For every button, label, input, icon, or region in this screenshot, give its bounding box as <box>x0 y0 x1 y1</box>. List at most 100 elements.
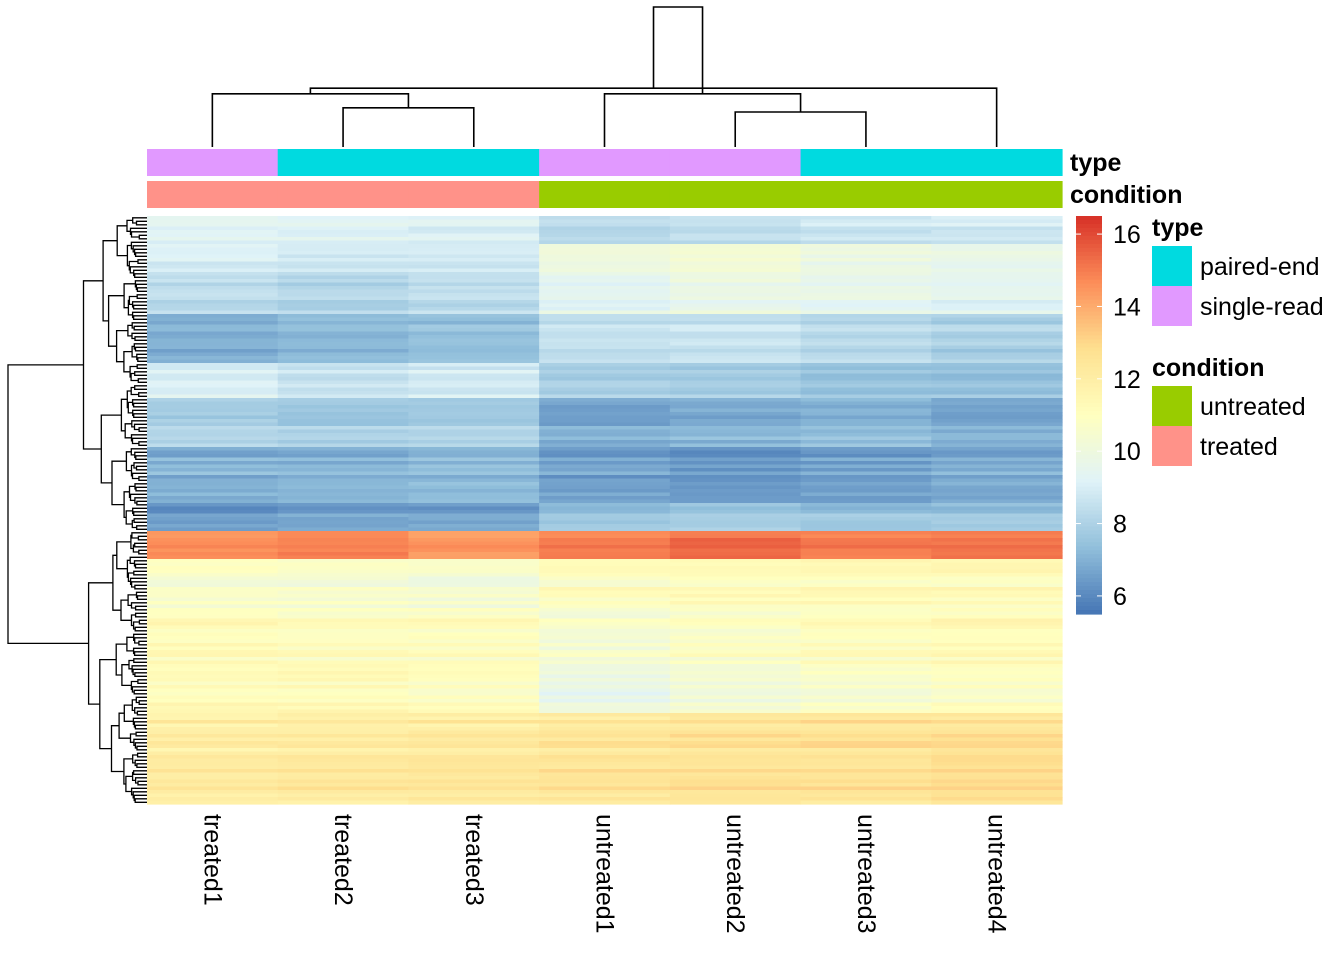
color-scale-step <box>1076 323 1102 329</box>
heatmap-cell <box>277 755 410 760</box>
heatmap-cell <box>408 310 540 315</box>
heatmap-cell <box>147 622 279 627</box>
heatmap-cell <box>669 779 802 784</box>
heatmap-cell <box>669 720 802 725</box>
heatmap-cell <box>539 527 671 532</box>
heatmap-cell <box>669 454 802 459</box>
heatmap-cell <box>800 496 932 501</box>
heatmap-cell <box>800 769 932 774</box>
heatmap-cell <box>408 307 540 312</box>
color-scale-step <box>1076 466 1102 472</box>
heatmap-cell <box>669 636 802 641</box>
dendrogram-branch <box>130 581 147 588</box>
heatmap-cell <box>669 412 802 417</box>
color-scale-step <box>1076 426 1102 432</box>
heatmap-cell <box>669 531 802 536</box>
heatmap-cell <box>147 415 279 420</box>
heatmap-cell <box>408 576 540 581</box>
heatmap-cell <box>669 797 802 802</box>
heatmap-cell <box>669 786 802 791</box>
heatmap-cell <box>931 265 1063 270</box>
heatmap-cell <box>277 650 410 655</box>
heatmap-cell <box>277 296 410 301</box>
heatmap-cells <box>147 216 1063 805</box>
heatmap-cell <box>147 496 279 501</box>
heatmap-cell <box>539 282 671 287</box>
heatmap-cell <box>277 282 410 287</box>
heatmap-cell <box>800 314 932 319</box>
legend-swatch <box>1152 286 1192 326</box>
heatmap-cell <box>147 377 279 382</box>
heatmap-cell <box>669 237 802 242</box>
heatmap-cell <box>539 345 671 350</box>
heatmap-cell <box>800 685 932 690</box>
color-scale-step <box>1076 231 1102 237</box>
heatmap-cell <box>669 552 802 557</box>
heatmap-cell <box>669 310 802 315</box>
heatmap-cell <box>539 384 671 389</box>
heatmap-cell <box>408 667 540 672</box>
heatmap-cell <box>669 622 802 627</box>
heatmap-cell <box>408 391 540 396</box>
heatmap-cell <box>931 727 1063 732</box>
color-scale-step <box>1076 542 1102 547</box>
heatmap-cell <box>539 461 671 466</box>
heatmap-cell <box>931 436 1063 441</box>
heatmap-cell <box>277 538 410 543</box>
heatmap-cell <box>408 240 540 245</box>
color-scale-step <box>1076 267 1102 273</box>
heatmap-cell <box>669 450 802 455</box>
heatmap-cell <box>147 251 279 256</box>
heatmap-cell <box>800 604 932 609</box>
heatmap-cell <box>408 800 540 805</box>
heatmap-cell <box>539 356 671 361</box>
dendrogram-branch <box>132 217 147 224</box>
heatmap-cell <box>408 569 540 574</box>
heatmap-cell <box>669 258 802 263</box>
heatmap-cell <box>800 779 932 784</box>
heatmap-cell <box>277 237 410 242</box>
heatmap-cell <box>277 646 410 651</box>
heatmap-cell <box>277 226 410 231</box>
heatmap-cell <box>277 597 410 602</box>
heatmap-cell <box>539 709 671 714</box>
heatmap-cell <box>408 755 540 760</box>
heatmap-cell <box>147 583 279 588</box>
heatmap-cell <box>408 779 540 784</box>
heatmap-cell <box>800 797 932 802</box>
heatmap-cell <box>800 720 932 725</box>
heatmap-cell <box>931 671 1063 676</box>
heatmap-cell <box>277 247 410 252</box>
heatmap-cell <box>277 587 410 592</box>
heatmap-cell <box>800 594 932 599</box>
heatmap-cell <box>277 625 410 630</box>
heatmap-cell <box>539 730 671 735</box>
heatmap-cell <box>147 321 279 326</box>
heatmap-cell <box>539 321 671 326</box>
heatmap-cell <box>408 321 540 326</box>
dendrogram-branch <box>133 689 147 695</box>
heatmap-cell <box>800 352 932 357</box>
heatmap-cell <box>931 384 1063 389</box>
heatmap-cell <box>800 310 932 315</box>
heatmap-cell <box>800 279 932 284</box>
heatmap-cell <box>408 657 540 662</box>
heatmap-cell <box>539 387 671 392</box>
heatmap-cell <box>669 499 802 504</box>
heatmap-cell <box>800 597 932 602</box>
heatmap-cell <box>669 506 802 511</box>
dendrogram-branch <box>134 336 147 341</box>
heatmap-cell <box>408 573 540 578</box>
heatmap-cell <box>931 489 1063 494</box>
color-scale-step <box>1076 462 1102 468</box>
heatmap-cell <box>800 667 932 672</box>
heatmap-cell <box>800 538 932 543</box>
heatmap-cell <box>277 356 410 361</box>
heatmap-cell <box>277 244 410 249</box>
heatmap-cell <box>800 590 932 595</box>
heatmap-cell <box>669 492 802 497</box>
heatmap-cell <box>800 492 932 497</box>
dendrogram-branch <box>99 658 117 750</box>
heatmap-cell <box>539 510 671 515</box>
heatmap-cell <box>931 562 1063 567</box>
